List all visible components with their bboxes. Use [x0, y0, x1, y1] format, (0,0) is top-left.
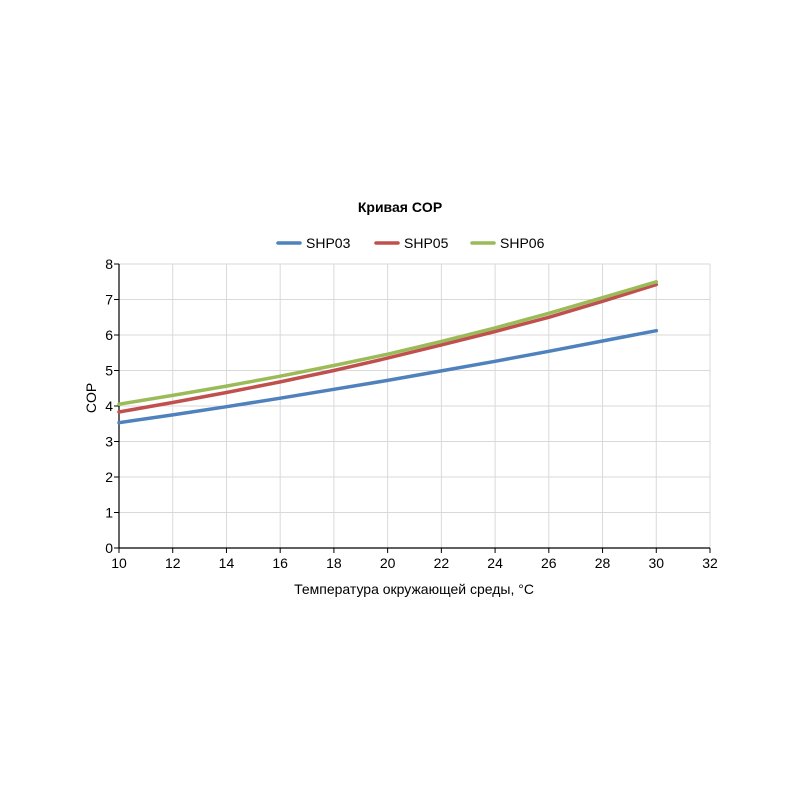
legend-label-shp06: SHP06: [500, 235, 545, 251]
y-axis-label: COP: [83, 383, 99, 413]
chart-title: Кривая COP: [358, 199, 442, 215]
y-tick-labels: 0 1 2 3 4 5 6 7 8: [105, 256, 113, 556]
legend: SHP03 SHP05 SHP06: [276, 235, 545, 251]
series-line-shp03: [117, 328, 659, 425]
grid: [118, 263, 711, 549]
y-tick-label: 4: [105, 398, 113, 414]
x-tick-label: 22: [434, 555, 450, 571]
y-tick-label: 3: [105, 434, 113, 450]
y-tick-label: 0: [105, 540, 113, 556]
y-tick-label: 1: [105, 505, 113, 521]
legend-label-shp05: SHP05: [404, 235, 449, 251]
series-lines: [117, 280, 659, 425]
x-tick-label: 32: [702, 555, 718, 571]
y-tick-label: 8: [105, 256, 113, 272]
y-tick-label: 7: [105, 292, 113, 308]
series-line-shp06: [117, 280, 659, 406]
x-tick-label: 20: [380, 555, 396, 571]
y-tick-label: 6: [105, 327, 113, 343]
x-axis-label: Температура окружающей среды, °C: [294, 581, 534, 597]
x-tick-label: 14: [219, 555, 235, 571]
x-tick-label: 26: [541, 555, 557, 571]
x-tick-label: 30: [648, 555, 664, 571]
series-line-shp05: [117, 282, 659, 414]
x-tick-label: 16: [272, 555, 288, 571]
x-tick-label: 18: [326, 555, 342, 571]
x-tick-label: 24: [487, 555, 503, 571]
x-tick-label: 28: [595, 555, 611, 571]
axes: [114, 263, 711, 553]
x-tick-labels: 10 12 14 16 18 20 22 24 26 28 30 32: [111, 555, 718, 571]
y-tick-label: 5: [105, 363, 113, 379]
x-tick-label: 12: [165, 555, 181, 571]
legend-label-shp03: SHP03: [306, 235, 351, 251]
x-tick-label: 10: [111, 555, 127, 571]
y-tick-label: 2: [105, 469, 113, 485]
